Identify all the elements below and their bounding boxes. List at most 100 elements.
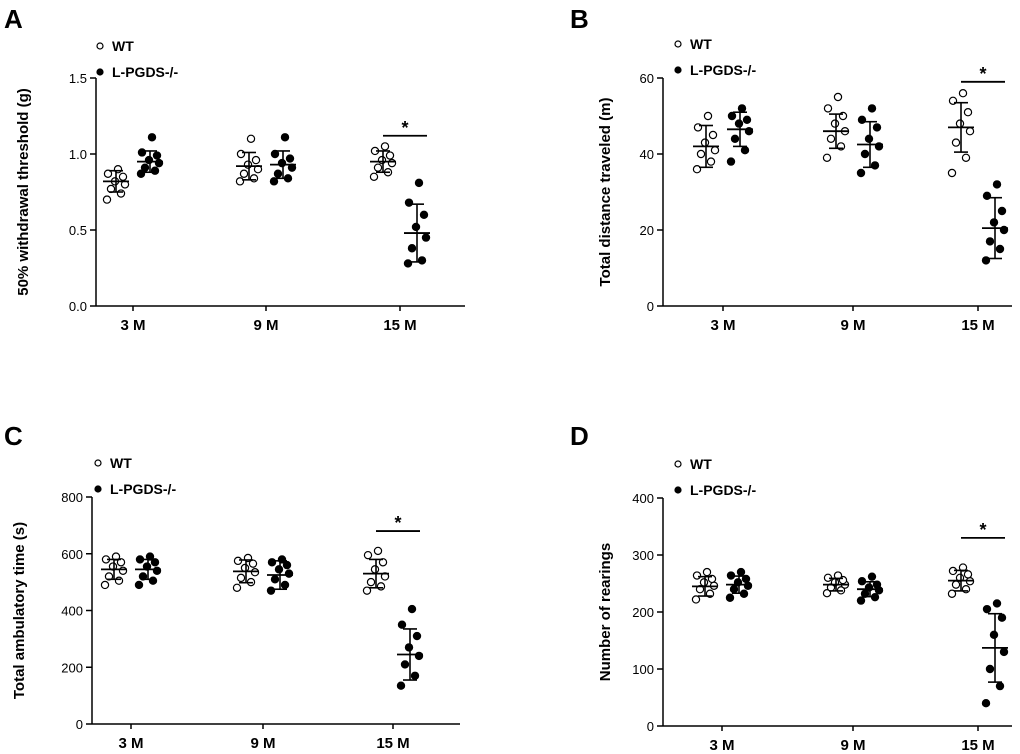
ko-data-point — [734, 119, 744, 128]
wt-data-point — [822, 153, 832, 162]
ko-data-point — [404, 643, 414, 652]
wt-data-point — [251, 155, 261, 165]
legend-wt-label: WT — [690, 456, 712, 472]
ko-data-point — [144, 155, 154, 165]
y-tick-label: 0.5 — [69, 223, 87, 238]
ko-data-point — [736, 567, 746, 577]
ko-data-point — [992, 180, 1002, 189]
wt-data-point — [376, 582, 386, 591]
chart-panel-c: C 0 200 400 600 800 Total ambulatory time (s) 3… — [4, 421, 460, 752]
y-tick-label: 0 — [76, 717, 83, 732]
legend-wt-label: WT — [112, 38, 134, 54]
wt-data-point — [118, 566, 128, 575]
wt-data-point — [706, 157, 716, 166]
wt-data-point — [116, 189, 126, 198]
ko-data-point — [400, 660, 410, 669]
wt-data-point — [958, 88, 968, 98]
ko-data-point — [136, 169, 146, 178]
ko-data-point — [412, 631, 422, 641]
ko-data-point — [280, 133, 290, 142]
ko-data-point — [277, 158, 287, 168]
legend-wt-marker — [96, 42, 104, 50]
panel-letter: C — [4, 421, 23, 451]
significance-star: * — [401, 118, 408, 138]
x-tick-label: 15 M — [961, 737, 994, 754]
wt-data-point — [369, 172, 379, 181]
ko-data-point — [981, 699, 991, 708]
panel-letter: A — [4, 4, 23, 34]
wt-data-point — [700, 138, 710, 147]
legend-ko-label: L-PGDS-/- — [690, 482, 756, 498]
ko-data-point — [985, 237, 995, 246]
ko-data-point — [872, 123, 882, 132]
ko-data-point — [397, 620, 407, 629]
ko-data-point — [742, 115, 752, 125]
wt-data-point — [102, 195, 112, 204]
wt-data-point — [366, 577, 376, 587]
x-tick-label: 15 M — [376, 735, 409, 752]
ko-data-point — [414, 651, 424, 661]
wt-data-point — [699, 578, 709, 587]
x-tick-label: 9 M — [840, 317, 865, 334]
x-tick-label: 9 M — [840, 737, 865, 754]
ko-data-point — [414, 178, 424, 188]
panel-letter: D — [570, 421, 589, 451]
ko-data-point — [411, 222, 421, 232]
y-tick-label: 400 — [61, 604, 83, 619]
wt-data-point — [963, 107, 973, 117]
legend-wt-label: WT — [690, 36, 712, 52]
y-tick-label: 1.5 — [69, 71, 87, 86]
ko-data-point — [154, 158, 164, 168]
wt-data-point — [951, 580, 961, 589]
ko-data-point — [995, 244, 1005, 254]
wt-data-point — [377, 155, 387, 165]
ko-data-point — [152, 566, 162, 575]
wt-data-point — [363, 550, 373, 560]
y-tick-label: 40 — [640, 147, 654, 162]
ko-data-point — [148, 576, 158, 585]
panel-letter: B — [570, 4, 589, 34]
ko-data-point — [981, 256, 991, 265]
wt-data-point — [239, 169, 249, 178]
ko-data-point — [985, 664, 995, 674]
wt-data-point — [702, 567, 712, 577]
ko-data-point — [152, 151, 162, 160]
significance-star: * — [394, 513, 401, 533]
legend-ko-label: L-PGDS-/- — [110, 481, 176, 497]
legend-ko-marker — [96, 68, 104, 76]
ko-data-point — [410, 671, 420, 680]
ko-data-point — [856, 596, 866, 605]
ko-data-point — [417, 256, 427, 265]
significance-star: * — [979, 64, 986, 84]
ko-data-point — [860, 149, 870, 159]
wt-data-point — [961, 585, 971, 594]
x-tick-label: 3 M — [120, 317, 145, 334]
x-tick-label: 3 M — [710, 317, 735, 334]
wt-data-point — [118, 172, 128, 181]
wt-data-point — [951, 138, 961, 147]
y-tick-label: 200 — [632, 605, 654, 620]
wt-data-point — [708, 130, 718, 140]
legend-ko-marker — [674, 66, 682, 74]
ko-data-point — [140, 163, 150, 172]
ko-data-point — [730, 134, 740, 143]
y-axis-title: Total ambulatory time (s) — [11, 522, 28, 699]
ko-data-point — [407, 604, 417, 614]
wt-data-point — [232, 583, 242, 593]
ko-data-point — [396, 681, 406, 690]
wt-data-point — [961, 153, 971, 162]
y-tick-label: 600 — [61, 547, 83, 562]
ko-data-point — [150, 166, 160, 175]
y-tick-label: 0.0 — [69, 299, 87, 314]
ko-data-point — [864, 134, 874, 143]
x-tick-label: 15 M — [383, 317, 416, 334]
legend-wt-label: WT — [110, 455, 132, 471]
wt-data-point — [246, 134, 256, 143]
y-axis-title: Total distance traveled (m) — [597, 98, 614, 287]
wt-data-point — [965, 126, 975, 136]
ko-data-point — [997, 206, 1007, 216]
y-axis-title: Number of rearings — [597, 543, 614, 681]
legend-wt-marker — [94, 459, 102, 467]
ko-data-point — [989, 630, 999, 640]
